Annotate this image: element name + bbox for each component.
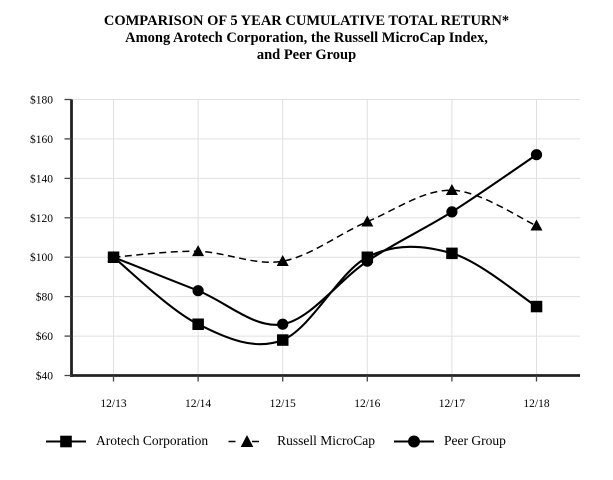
y-tick-label: $60 — [36, 330, 54, 343]
marker-circle — [446, 206, 458, 218]
y-tick-label: $180 — [30, 94, 53, 107]
marker-square — [107, 251, 120, 263]
marker-triangle — [445, 184, 458, 195]
marker-triangle — [530, 219, 543, 231]
marker-square — [530, 300, 543, 313]
chart-title-line1: COMPARISON OF 5 YEAR CUMULATIVE TOTAL RE… — [103, 13, 510, 29]
legend-marker-circle-solid-line — [393, 435, 434, 447]
marker-triangle — [192, 245, 205, 257]
y-tick-label: $140 — [30, 172, 53, 185]
y-tick-label: $40 — [36, 370, 54, 383]
marker-square — [361, 251, 374, 263]
y-tick-label: $120 — [30, 212, 53, 225]
x-tick-label: 12/17 — [439, 398, 465, 410]
y-tick-label: $80 — [36, 291, 54, 304]
marker-circle — [530, 149, 543, 161]
legend-item-russell: Russell MicroCap — [227, 433, 375, 449]
chart-title-line2: Among Arotech Corporation, the Russell M… — [125, 30, 488, 46]
series-line-arotech-corporation — [112, 245, 538, 346]
legend-label-arotech: Arotech Corporation — [96, 433, 209, 448]
x-tick-label: 12/15 — [270, 398, 296, 410]
chart-title-line3: and Peer Group — [256, 47, 357, 63]
marker-circle — [192, 285, 204, 297]
legend-marker-triangle-dashed-line — [227, 434, 268, 447]
marker-square — [277, 334, 289, 346]
y-tick-label: $100 — [30, 251, 53, 264]
legend-label-russell: Russell MicroCap — [277, 433, 375, 448]
series-line-russell-microcap — [113, 189, 537, 263]
marker-triangle — [276, 255, 289, 266]
marker-square — [446, 247, 458, 260]
legend-item-peer: Peer Group — [393, 433, 506, 449]
y-tick-label: $160 — [30, 133, 53, 146]
marker-circle — [277, 318, 289, 330]
x-tick-label: 12/14 — [185, 398, 211, 410]
chart-title: COMPARISON OF 5 YEAR CUMULATIVE TOTAL RE… — [0, 13, 613, 64]
x-tick-label: 12/16 — [354, 398, 380, 410]
marker-square — [192, 318, 204, 330]
legend-label-peer: Peer Group — [443, 433, 506, 448]
marker-triangle — [361, 215, 374, 227]
x-tick-label: 12/18 — [523, 398, 549, 410]
chart-legend: Arotech Corporation Russell MicroCap Pee… — [46, 433, 525, 449]
legend-item-arotech: Arotech Corporation — [46, 433, 208, 449]
legend-marker-square-solid-line — [46, 435, 86, 447]
x-tick-label: 12/13 — [100, 398, 126, 410]
